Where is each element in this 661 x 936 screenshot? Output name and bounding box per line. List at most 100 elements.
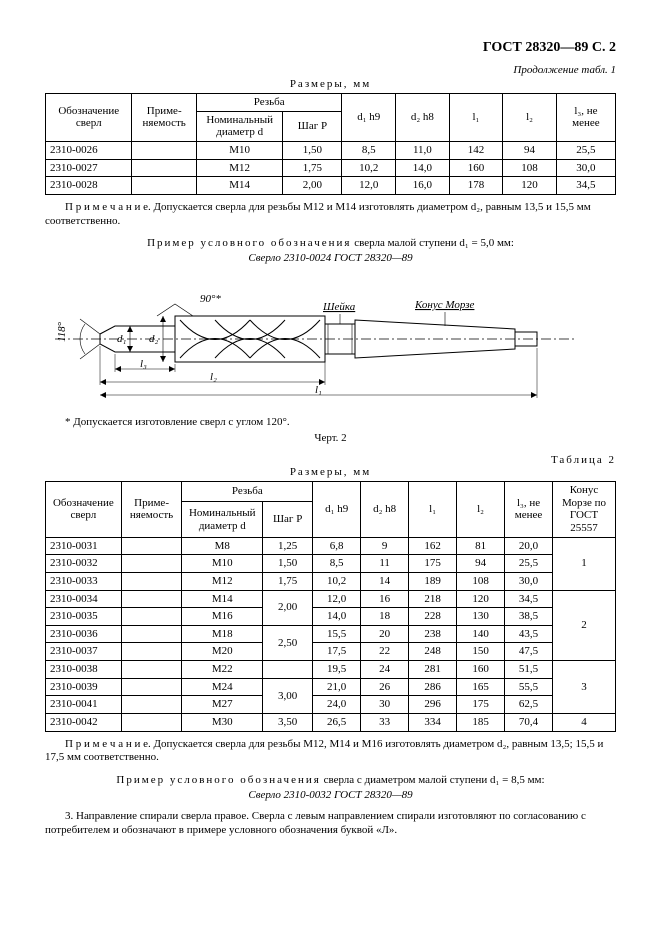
table-cell: M12 <box>182 572 263 590</box>
table-cell: 175 <box>457 696 505 714</box>
table-cell: 2,00 <box>263 590 313 625</box>
t1-h-d1: d₁ h9 <box>342 94 396 142</box>
table-cell: 14,0 <box>396 159 450 177</box>
table-cell <box>121 555 182 573</box>
table-row: 2310-0033M121,7510,21418910830,0 <box>46 572 616 590</box>
table-cell: 1 <box>553 537 616 590</box>
t2-h-l3: l₃, не менее <box>505 482 553 538</box>
table-cell: 130 <box>457 608 505 626</box>
t2-h-d2: d₂ h8 <box>361 482 409 538</box>
table-cell: 228 <box>409 608 457 626</box>
table-cell: 47,5 <box>505 643 553 661</box>
table-cell: 165 <box>457 678 505 696</box>
table-cell: 1,75 <box>283 159 342 177</box>
t1-h-thread: Резьба <box>196 94 342 112</box>
table-cell: 11,0 <box>396 141 450 159</box>
table-cell: 120 <box>503 177 557 195</box>
example-1-line2: Сверло 2310-0024 ГОСТ 28320—89 <box>248 252 412 264</box>
fig-l1: l₁ <box>315 384 322 396</box>
table-cell: 2310-0033 <box>46 572 122 590</box>
table-cell: M10 <box>182 555 263 573</box>
table-cell: 34,5 <box>556 177 615 195</box>
table-cell: M20 <box>182 643 263 661</box>
table-cell <box>121 572 182 590</box>
table-cell: 108 <box>457 572 505 590</box>
table-cell <box>121 625 182 643</box>
table-row: 2310-0041M2724,03029617562,5 <box>46 696 616 714</box>
table-cell: 2310-0035 <box>46 608 122 626</box>
table-cell <box>121 643 182 661</box>
table-cell: M8 <box>182 537 263 555</box>
t2-h-designation: Обозначение сверл <box>46 482 122 538</box>
t1-h-nomdiam: Номинальный диаметр d <box>196 111 282 141</box>
table-cell: 2 <box>553 590 616 661</box>
table-cell: 33 <box>361 714 409 732</box>
table-cell: 51,5 <box>505 661 553 679</box>
figure-2: 90°* Шейка Конус Морзе 118° d₁ d₂ l₃ l₂ … <box>45 274 616 408</box>
table-row: 2310-0035M1614,01822813038,5 <box>46 608 616 626</box>
table-cell: M12 <box>196 159 282 177</box>
table-cell: 10,2 <box>313 572 361 590</box>
table-cell: 94 <box>503 141 557 159</box>
table-cell: 21,0 <box>313 678 361 696</box>
table-cell: 189 <box>409 572 457 590</box>
t2-h-thread: Резьба <box>182 482 313 502</box>
table-cell: 2310-0039 <box>46 678 122 696</box>
table-cell <box>132 141 197 159</box>
example-2-line2: Сверло 2310-0032 ГОСТ 28320—89 <box>248 789 412 801</box>
table-cell <box>121 537 182 555</box>
table-cell: 2,50 <box>263 625 313 660</box>
table-cell: 16 <box>361 590 409 608</box>
sizes-label-2: Размеры, мм <box>45 466 616 478</box>
table-cell: 18 <box>361 608 409 626</box>
table-cell: 15,5 <box>313 625 361 643</box>
table2-title: Таблица 2 <box>45 454 616 466</box>
table-cell: 175 <box>409 555 457 573</box>
t2-h-morse: Конус Морзе по ГОСТ 25557 <box>553 482 616 538</box>
table-cell: 8,5 <box>313 555 361 573</box>
table-cell: 150 <box>457 643 505 661</box>
table-cell <box>121 714 182 732</box>
example-1-prefix: Пример условного обозначения <box>147 237 351 249</box>
table-cell: 6,8 <box>313 537 361 555</box>
table-cell: 14,0 <box>313 608 361 626</box>
table-row: 2310-0042M303,5026,53333418570,44 <box>46 714 616 732</box>
table-cell <box>121 608 182 626</box>
figure-label: Черт. 2 <box>45 432 616 444</box>
table-cell: 296 <box>409 696 457 714</box>
t1-h-l2: l₂ <box>503 94 557 142</box>
table-cell: 20 <box>361 625 409 643</box>
table-cell: 2310-0031 <box>46 537 122 555</box>
example-1: Пример условного обозначения сверла мало… <box>45 236 616 266</box>
table-cell: 70,4 <box>505 714 553 732</box>
table-cell: 4 <box>553 714 616 732</box>
table-cell: 1,50 <box>263 555 313 573</box>
table-cell: 2310-0027 <box>46 159 132 177</box>
t2-h-pitch: Шаг P <box>263 502 313 537</box>
page-header: ГОСТ 28320—89 С. 2 <box>45 40 616 56</box>
table-row: 2310-0034M142,0012,01621812034,52 <box>46 590 616 608</box>
note-2: П р и м е ч а н и е. Допускается сверла … <box>45 738 616 766</box>
table-cell: 2310-0042 <box>46 714 122 732</box>
table-cell: 160 <box>449 159 503 177</box>
table-cell: 55,5 <box>505 678 553 696</box>
fig-l2: l₂ <box>210 371 217 383</box>
table-cell: M14 <box>182 590 263 608</box>
t1-h-designation: Обозначение сверл <box>46 94 132 142</box>
example-2: Пример условного обозначения сверла с ди… <box>45 773 616 803</box>
fig-angle-90: 90°* <box>200 293 221 305</box>
table-row: 2310-0036M182,5015,52023814043,5 <box>46 625 616 643</box>
table-cell: 2310-0037 <box>46 643 122 661</box>
table-cell: 1,50 <box>283 141 342 159</box>
table-cell: M22 <box>182 661 263 679</box>
fig-morse: Конус Морзе <box>414 299 475 311</box>
t1-h-pitch: Шаг P <box>283 111 342 141</box>
table-cell: 185 <box>457 714 505 732</box>
table-cell: 20,0 <box>505 537 553 555</box>
table-cell: 16,0 <box>396 177 450 195</box>
example-1-suffix: сверла малой ступени d₁ = 5,0 мм: <box>351 237 513 249</box>
table-cell: M18 <box>182 625 263 643</box>
table-cell: M10 <box>196 141 282 159</box>
table-cell: 1,25 <box>263 537 313 555</box>
table-cell <box>121 678 182 696</box>
